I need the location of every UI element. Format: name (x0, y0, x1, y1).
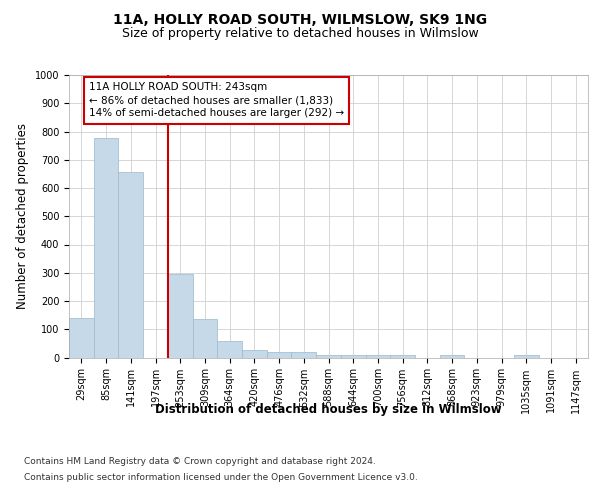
Bar (341, 355, 365, 358)
Bar (69, 318, 94, 358)
Y-axis label: Number of detached properties: Number of detached properties (16, 123, 29, 309)
Text: Contains public sector information licensed under the Open Government Licence v3: Contains public sector information licen… (24, 472, 418, 482)
Bar (242, 350, 267, 358)
Text: Contains HM Land Registry data © Crown copyright and database right 2024.: Contains HM Land Registry data © Crown c… (24, 458, 376, 466)
Bar (193, 319, 217, 358)
Text: Size of property relative to detached houses in Wilmslow: Size of property relative to detached ho… (122, 28, 478, 40)
Text: 11A, HOLLY ROAD SOUTH, WILMSLOW, SK9 1NG: 11A, HOLLY ROAD SOUTH, WILMSLOW, SK9 1NG (113, 12, 487, 26)
Bar (217, 342, 242, 357)
Bar (440, 355, 464, 358)
Text: Distribution of detached houses by size in Wilmslow: Distribution of detached houses by size … (155, 402, 502, 415)
Bar (316, 355, 341, 358)
Bar (168, 274, 193, 357)
Bar (390, 355, 415, 358)
Bar (365, 355, 390, 358)
Bar (292, 352, 316, 358)
Bar (94, 138, 118, 358)
Bar (267, 352, 292, 358)
Bar (118, 172, 143, 358)
Text: 11A HOLLY ROAD SOUTH: 243sqm
← 86% of detached houses are smaller (1,833)
14% of: 11A HOLLY ROAD SOUTH: 243sqm ← 86% of de… (89, 82, 344, 118)
Bar (514, 355, 539, 358)
